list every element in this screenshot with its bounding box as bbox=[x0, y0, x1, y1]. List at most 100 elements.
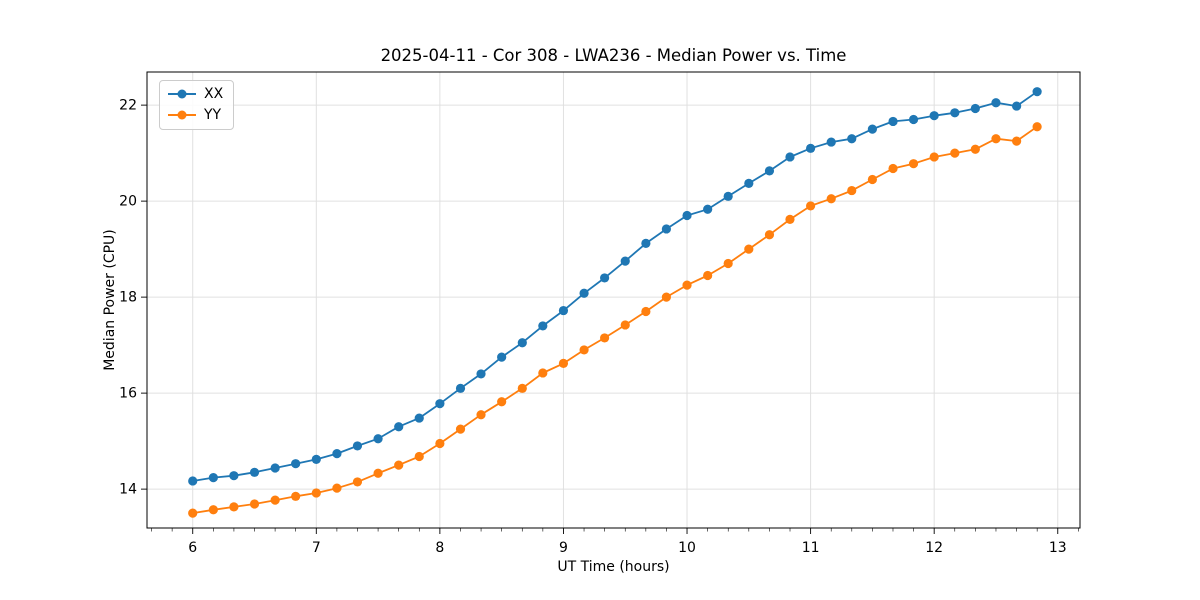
data-point-xx bbox=[497, 352, 507, 362]
data-point-xx bbox=[600, 273, 610, 283]
data-point-yy bbox=[908, 159, 919, 169]
data-point-yy bbox=[600, 333, 610, 343]
x-tick-label: 12 bbox=[925, 540, 943, 556]
data-point-yy bbox=[950, 148, 960, 158]
data-point-yy bbox=[723, 258, 733, 269]
x-tick-label: 10 bbox=[678, 540, 696, 556]
data-point-xx bbox=[517, 338, 527, 348]
x-tick-label: 7 bbox=[312, 540, 321, 556]
data-point-xx bbox=[249, 467, 260, 477]
legend-item-yy: YY bbox=[168, 106, 223, 124]
data-point-yy bbox=[1012, 136, 1022, 146]
x-tick-label: 9 bbox=[559, 540, 568, 556]
data-point-xx bbox=[620, 256, 630, 266]
data-point-yy bbox=[744, 244, 754, 254]
data-point-xx bbox=[661, 224, 671, 234]
data-point-xx bbox=[764, 166, 775, 176]
data-point-yy bbox=[291, 491, 301, 501]
data-point-xx bbox=[826, 137, 836, 147]
data-point-yy bbox=[311, 488, 321, 498]
data-point-xx bbox=[332, 449, 342, 459]
data-point-xx bbox=[208, 473, 218, 483]
data-point-yy bbox=[661, 292, 671, 302]
data-point-yy bbox=[332, 483, 342, 493]
data-point-xx bbox=[373, 434, 383, 444]
data-point-yy bbox=[414, 451, 424, 462]
data-point-yy bbox=[785, 214, 795, 224]
data-point-yy bbox=[497, 397, 507, 407]
data-point-yy bbox=[847, 185, 857, 196]
data-point-xx bbox=[888, 116, 898, 127]
data-point-yy bbox=[558, 358, 569, 368]
data-point-yy bbox=[806, 201, 816, 211]
data-point-xx bbox=[435, 399, 445, 409]
data-point-yy bbox=[867, 174, 877, 185]
data-point-yy bbox=[929, 152, 939, 162]
data-point-yy bbox=[682, 280, 692, 290]
data-point-yy bbox=[188, 508, 198, 518]
xx-line-marker-icon bbox=[168, 89, 196, 99]
data-point-xx bbox=[558, 305, 569, 316]
data-point-xx bbox=[1012, 101, 1022, 111]
legend-label-yy: YY bbox=[204, 107, 222, 123]
data-point-xx bbox=[188, 476, 198, 486]
legend: XX YY bbox=[159, 80, 235, 130]
data-point-xx bbox=[538, 321, 548, 331]
data-point-xx bbox=[723, 191, 733, 201]
data-point-yy bbox=[476, 410, 486, 420]
axes-spines bbox=[146, 71, 1081, 529]
data-point-yy bbox=[435, 438, 445, 449]
y-tick-label: 20 bbox=[119, 194, 137, 210]
data-point-xx bbox=[744, 178, 754, 188]
data-point-xx bbox=[414, 413, 424, 423]
data-point-yy bbox=[888, 163, 898, 174]
data-point-yy bbox=[703, 270, 713, 281]
y-tick-label: 16 bbox=[119, 386, 137, 402]
data-point-yy bbox=[517, 383, 527, 393]
chart-title: 2025-04-11 - Cor 308 - LWA236 - Median P… bbox=[380, 46, 847, 65]
data-point-xx bbox=[950, 108, 960, 118]
data-point-yy bbox=[538, 368, 548, 378]
data-point-xx bbox=[806, 143, 816, 153]
data-point-xx bbox=[785, 152, 795, 162]
x-tick-label: 6 bbox=[188, 540, 197, 556]
series-line-xx bbox=[192, 90, 1038, 482]
y-tick-label: 22 bbox=[119, 98, 137, 114]
data-point-yy bbox=[208, 505, 218, 515]
yy-line-marker-icon bbox=[168, 110, 196, 120]
x-tick-label: 11 bbox=[802, 540, 820, 556]
data-point-xx bbox=[229, 471, 239, 481]
data-point-xx bbox=[311, 454, 321, 464]
data-point-xx bbox=[682, 210, 692, 221]
data-point-xx bbox=[476, 369, 486, 379]
data-point-yy bbox=[970, 144, 980, 154]
data-point-yy bbox=[991, 134, 1001, 144]
data-point-yy bbox=[764, 230, 775, 240]
data-point-yy bbox=[620, 320, 630, 330]
data-point-xx bbox=[867, 124, 877, 134]
data-point-xx bbox=[641, 238, 651, 248]
data-point-xx bbox=[270, 463, 280, 473]
data-point-yy bbox=[455, 424, 466, 434]
data-point-xx bbox=[991, 98, 1001, 108]
data-point-yy bbox=[826, 194, 836, 204]
legend-label-xx: XX bbox=[204, 86, 224, 102]
data-point-yy bbox=[579, 345, 589, 355]
data-point-yy bbox=[270, 495, 280, 505]
data-point-xx bbox=[352, 441, 363, 451]
data-point-xx bbox=[394, 422, 404, 432]
x-tick-label: 13 bbox=[1049, 540, 1067, 556]
data-point-xx bbox=[847, 134, 857, 144]
data-point-yy bbox=[373, 468, 383, 478]
series-line-yy bbox=[192, 125, 1038, 514]
legend-item-xx: XX bbox=[168, 85, 223, 103]
data-point-xx bbox=[908, 114, 919, 125]
data-point-xx bbox=[579, 288, 589, 298]
data-point-xx bbox=[455, 383, 466, 393]
data-point-yy bbox=[394, 460, 404, 470]
data-point-xx bbox=[291, 459, 301, 469]
data-point-xx bbox=[970, 103, 980, 114]
x-axis-label: UT Time (hours) bbox=[557, 559, 670, 575]
